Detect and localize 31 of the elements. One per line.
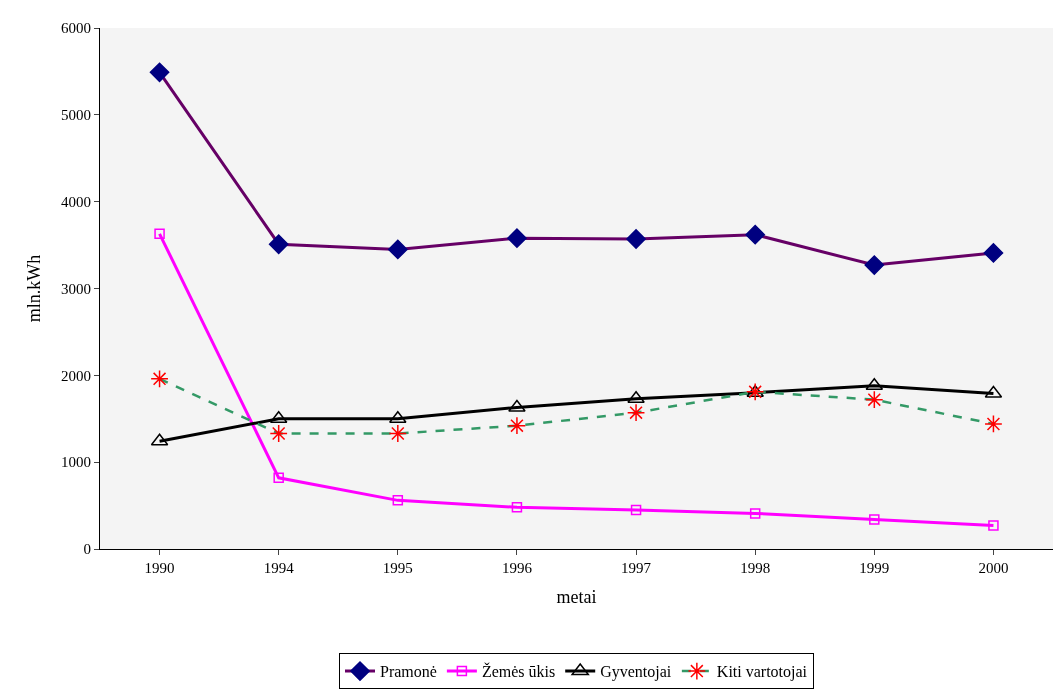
y-tick-label: 5000	[61, 107, 91, 124]
x-tick-label: 1996	[501, 560, 533, 576]
point	[511, 502, 523, 513]
y-tick-label: 2000	[61, 367, 91, 384]
legend-label: Gyventojai	[600, 663, 672, 682]
point	[154, 228, 165, 240]
x-tick-label: 1995	[382, 560, 413, 576]
y-axis-title: mln.kWh	[24, 254, 45, 323]
point	[869, 514, 880, 525]
x-axis-title: metai	[556, 587, 597, 608]
x-tick-label: 1999	[859, 560, 890, 576]
y-tick-label: 1000	[61, 454, 91, 471]
x-tick-label: 1994	[263, 560, 295, 576]
y-tick-label: 0	[83, 541, 91, 558]
legend-label: Kiti vartotojai	[716, 663, 808, 682]
legend-label: Žemės ūkis	[481, 662, 556, 681]
y-tick-label: 6000	[61, 20, 91, 37]
point	[627, 391, 645, 404]
point	[630, 504, 642, 516]
x-tick-label: 1997	[621, 560, 652, 576]
point	[988, 520, 999, 531]
point	[273, 472, 284, 484]
point	[392, 495, 404, 506]
point	[508, 399, 526, 412]
point	[749, 508, 761, 519]
y-tick-label: 3000	[61, 280, 91, 297]
legend-label: Pramonė	[380, 663, 437, 681]
x-tick-label: 2000	[978, 560, 1009, 576]
y-tick-label: 4000	[61, 193, 91, 210]
x-tick-label: 1990	[144, 560, 175, 576]
x-tick-label: 1998	[740, 560, 771, 576]
